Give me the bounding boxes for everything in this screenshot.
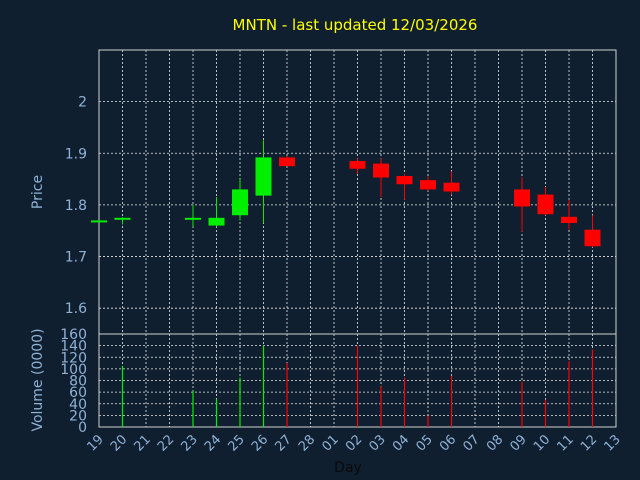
x-axis-label: Day xyxy=(334,460,362,476)
price-tick-label: 1.7 xyxy=(65,250,87,266)
candle-body xyxy=(373,163,389,178)
x-axis: 19 20 21 22 23 24 25 26 27 28 01 02 03 04 05 06 07 08 09 10… xyxy=(85,432,624,454)
price-tick-label: 1.6 xyxy=(65,301,87,317)
volume-tick-label: 0 xyxy=(78,420,87,436)
volume-tick-label: 120 xyxy=(60,350,87,366)
x-tick-label: 19 xyxy=(85,432,107,454)
x-tick-label: 27 xyxy=(273,432,295,454)
x-tick-label: 04 xyxy=(390,432,412,454)
price-axis-label: Price xyxy=(30,175,46,209)
x-tick-label: 23 xyxy=(179,432,201,454)
x-tick-label: 06 xyxy=(437,432,459,454)
x-tick-label: 21 xyxy=(132,432,154,454)
candle-body xyxy=(561,216,577,223)
x-tick-label: 22 xyxy=(155,432,177,454)
x-tick-label: 03 xyxy=(367,432,389,454)
price-tick-label: 2 xyxy=(78,95,87,111)
candle-body xyxy=(443,182,460,192)
x-tick-label: 09 xyxy=(508,432,530,454)
volume-tick-label: 60 xyxy=(69,385,87,401)
volume-tick-label: 20 xyxy=(69,408,87,424)
candle-body xyxy=(232,189,248,216)
x-tick-label: 01 xyxy=(320,432,342,454)
x-tick-label: 28 xyxy=(296,432,318,454)
candle-body xyxy=(279,157,295,167)
volume-tick-label: 160 xyxy=(60,327,87,343)
price-tick-label: 1.8 xyxy=(65,198,87,214)
x-tick-label: 08 xyxy=(484,432,506,454)
candle-body xyxy=(91,220,107,223)
x-tick-label: 12 xyxy=(578,432,600,454)
volume-tick-label: 140 xyxy=(60,339,87,355)
x-tick-label: 10 xyxy=(531,432,553,454)
volume-tick-label: 80 xyxy=(69,374,87,390)
x-tick-label: 13 xyxy=(602,432,624,454)
candle-body xyxy=(114,217,131,220)
volume-tick-label: 100 xyxy=(60,362,87,378)
x-tick-label: 02 xyxy=(343,432,365,454)
volume-tick-label: 40 xyxy=(69,397,87,413)
x-tick-label: 11 xyxy=(555,432,577,454)
candle-body xyxy=(514,189,530,207)
candle-body xyxy=(396,175,413,185)
candle-body xyxy=(420,180,436,190)
candle-body xyxy=(537,194,554,215)
candle-body xyxy=(208,217,225,226)
candle-body xyxy=(584,229,601,247)
chart-title: MNTN - last updated 12/03/2026 xyxy=(233,16,478,34)
candle-body xyxy=(185,217,201,220)
x-tick-label: 05 xyxy=(414,432,436,454)
x-tick-label: 24 xyxy=(202,432,224,454)
price-panel: 1.6 1.7 1.8 1.9 2 xyxy=(65,49,617,335)
candle-body xyxy=(255,157,272,196)
candle-body xyxy=(349,161,366,169)
price-tick-label: 1.9 xyxy=(65,146,87,162)
x-tick-label: 20 xyxy=(108,432,130,454)
volume-axis-label: Volume (0000) xyxy=(30,328,46,431)
x-tick-label: 07 xyxy=(461,432,483,454)
x-tick-label: 25 xyxy=(226,432,248,454)
x-tick-label: 26 xyxy=(249,432,271,454)
